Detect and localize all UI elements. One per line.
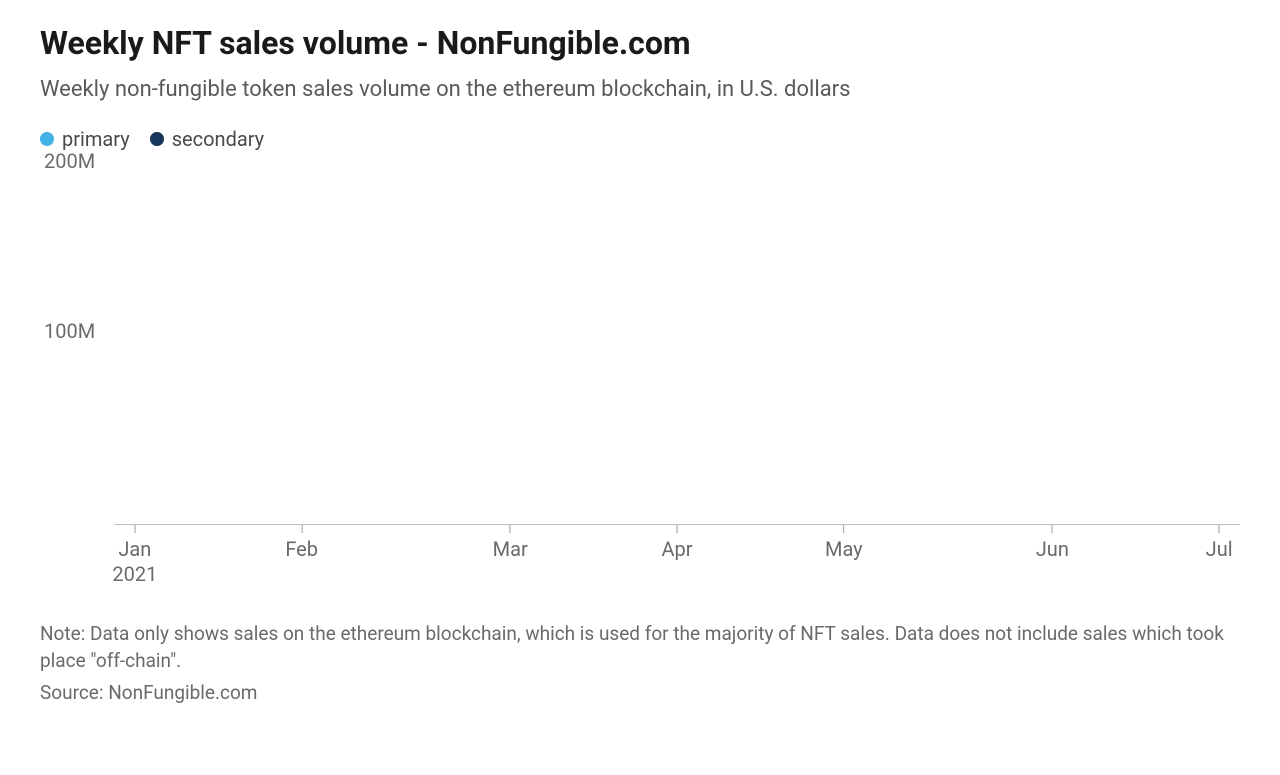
x-tick-label: Apr (661, 537, 692, 562)
x-tick-label: Jun (1036, 537, 1069, 562)
x-tick: Mar (493, 525, 528, 562)
bars-container (114, 185, 1240, 524)
legend-label-primary: primary (62, 127, 130, 151)
x-tick-label: Feb (285, 537, 318, 562)
legend-item-secondary: secondary (150, 127, 264, 151)
x-tickmark (1052, 525, 1053, 533)
x-tick: Jan2021 (112, 525, 157, 587)
x-tickmark (843, 525, 844, 533)
legend-label-secondary: secondary (172, 127, 264, 151)
y-axis: 100M200M (44, 185, 106, 525)
chart: 100M200M Jan2021FebMarAprMayJunJul (44, 185, 1240, 575)
x-tick: Jul (1206, 525, 1233, 562)
x-tick-label: May (825, 537, 863, 562)
legend-dot-secondary (150, 132, 164, 146)
x-tick-label: Jul (1206, 537, 1233, 562)
x-tickmark (1219, 525, 1220, 533)
x-tickmark (677, 525, 678, 533)
chart-title: Weekly NFT sales volume - NonFungible.co… (40, 24, 1240, 62)
x-tick: Feb (285, 525, 318, 562)
source-text: Source: NonFungible.com (40, 680, 1240, 707)
x-tickmark (301, 525, 302, 533)
y-tick: 100M (44, 319, 95, 343)
legend: primary secondary (40, 127, 1240, 151)
x-tickmark (510, 525, 511, 533)
plot-area (114, 185, 1240, 525)
y-tick: 200M (44, 149, 95, 173)
x-tick: Jun (1036, 525, 1069, 562)
x-tick-label: Mar (493, 537, 528, 562)
x-tickmark (134, 525, 135, 533)
note-text: Note: Data only shows sales on the ether… (40, 621, 1240, 674)
legend-item-primary: primary (40, 127, 130, 151)
x-tick: Apr (661, 525, 692, 562)
footer-notes: Note: Data only shows sales on the ether… (40, 621, 1240, 707)
x-tick: May (825, 525, 863, 562)
x-tick-year: 2021 (112, 562, 157, 587)
x-axis: Jan2021FebMarAprMayJunJul (114, 525, 1240, 575)
x-tick-label: Jan2021 (112, 537, 157, 587)
legend-dot-primary (40, 132, 54, 146)
chart-subtitle: Weekly non-fungible token sales volume o… (40, 76, 1240, 105)
